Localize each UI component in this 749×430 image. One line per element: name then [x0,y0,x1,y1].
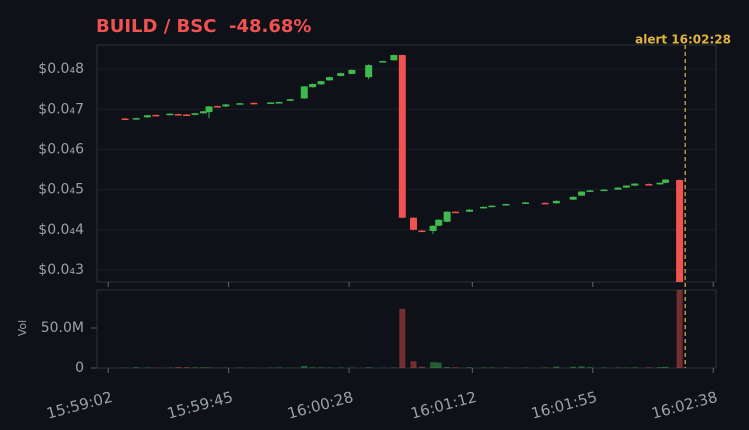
candle-body [300,86,308,99]
candle-body [174,114,182,116]
y-tick-label: $0.0₄3 [38,262,84,278]
volume-tick-label: 0 [75,360,84,376]
candle-body [662,179,670,183]
volume-bar [570,366,577,368]
volume-bar [631,367,638,368]
candle-body [480,206,488,209]
candle-body [250,102,258,105]
candle-body [317,81,325,85]
volume-bar [435,362,442,368]
candle-body [132,118,140,120]
volume-bar [586,367,593,368]
volume-bar [662,366,669,368]
candle-body [166,113,174,116]
volume-bar [444,367,451,368]
candle-body [645,183,653,186]
candle-body [191,113,199,115]
volume-bar [645,367,652,368]
candle-body [398,55,406,218]
candle-body [348,69,356,74]
candle-body [205,106,213,113]
candle-body [379,61,387,63]
volume-bar [553,366,560,368]
candle-body [275,102,283,104]
volume-bar [676,290,683,368]
volume-bar [318,367,325,368]
price-plot [97,54,716,282]
volume-bar [133,367,140,368]
candle-body [466,209,474,212]
candle-body [522,202,530,204]
candle-body [267,102,275,104]
candle-body [541,202,549,205]
candle-body [435,219,443,226]
volume-bar [175,367,182,368]
candle-body [429,225,437,231]
candle-body [236,103,244,105]
volume-tick-label: 50.0M [41,320,84,336]
candle-body [418,230,426,233]
candle-body [631,183,639,186]
candle-body [410,217,418,230]
candle-body [676,179,684,282]
y-tick-label: $0.0₄7 [38,101,84,117]
volume-bar [466,367,473,368]
candle-body [600,189,608,192]
candle-body [552,200,560,204]
candle-body [502,204,510,206]
y-tick-label: $0.0₄4 [38,222,84,238]
alert-label: alert 16:02:28 [635,33,731,47]
volume-panel [96,289,717,369]
candle-body [121,118,129,121]
candle-body [337,73,345,76]
candle-body [443,211,451,222]
candle-body [365,65,373,78]
candle-body [586,190,594,192]
candle-body [309,83,317,88]
candle-body [578,191,586,196]
candle-body [569,196,577,200]
candle-body [656,182,664,185]
volume-bar [418,366,425,368]
candle-body [614,187,622,190]
volume-plot [122,290,683,368]
volume-bar [399,308,406,368]
volume-bar [309,367,316,368]
volume-bar [183,367,190,368]
y-tick-label: $0.0₄6 [38,141,84,157]
candle-body [143,115,151,118]
candle-body [199,111,207,114]
volume-bar [206,367,213,368]
chart-title: BUILD / BSC -48.68% [96,16,311,37]
candle-body [213,106,221,108]
volume-bar [410,361,417,368]
volume-bar [301,365,308,368]
volume-bar [488,367,495,368]
candle-body [488,205,496,208]
candle-body [286,99,294,101]
volume-bar [430,362,437,368]
y-tick-label: $0.0₄5 [38,182,84,198]
volume-bar [656,367,663,368]
volume-bar [200,367,207,368]
candle-body [152,114,160,117]
volume-bar [452,367,459,368]
price-panel [96,44,717,283]
volume-bar [365,367,372,368]
candle-body [325,77,333,81]
candle-body [222,104,230,107]
candle-body [183,114,191,116]
candle-body [390,55,398,61]
volume-bar [192,367,199,368]
y-tick-label: $0.0₄8 [38,61,84,77]
candle-body [452,211,460,214]
candle-body [622,185,630,188]
volume-bar [578,366,585,368]
volume-axis-label: Vol [16,320,29,336]
